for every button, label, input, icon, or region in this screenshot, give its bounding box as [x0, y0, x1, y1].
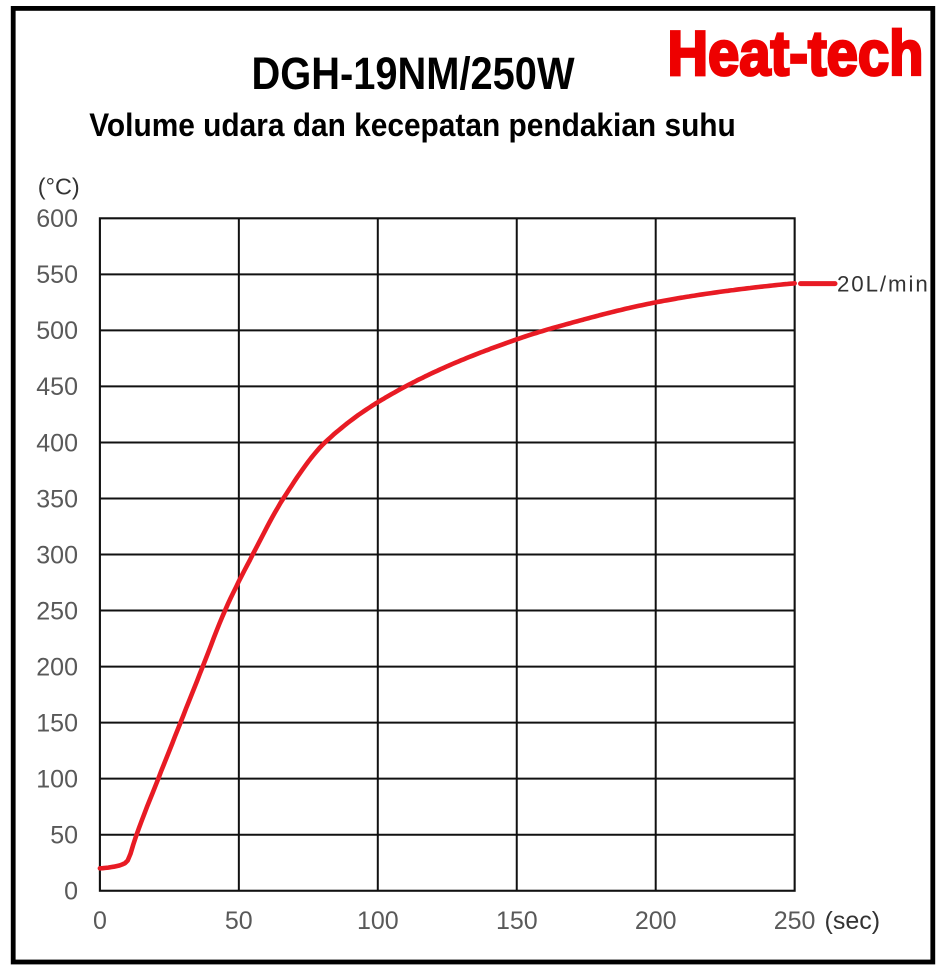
svg-text:(°C): (°C) — [38, 174, 80, 200]
svg-text:0: 0 — [64, 878, 78, 906]
svg-text:150: 150 — [496, 907, 538, 935]
svg-text:100: 100 — [357, 907, 399, 935]
svg-text:600: 600 — [36, 205, 78, 233]
svg-text:20L/min: 20L/min — [837, 272, 930, 297]
svg-text:200: 200 — [36, 653, 78, 681]
svg-text:250: 250 — [36, 597, 78, 625]
svg-text:Volume udara dan kecepatan pen: Volume udara dan kecepatan pendakian suh… — [89, 107, 736, 143]
svg-text:350: 350 — [36, 485, 78, 513]
svg-text:400: 400 — [36, 429, 78, 457]
svg-text:450: 450 — [36, 373, 78, 401]
svg-text:250: 250 — [774, 907, 816, 935]
svg-text:DGH-19NM/250W: DGH-19NM/250W — [251, 50, 575, 100]
svg-text:Heat-tech: Heat-tech — [667, 18, 923, 89]
svg-text:200: 200 — [635, 907, 677, 935]
svg-text:50: 50 — [225, 907, 253, 935]
svg-text:500: 500 — [36, 317, 78, 345]
svg-text:50: 50 — [50, 822, 78, 850]
svg-text:150: 150 — [36, 709, 78, 737]
svg-text:300: 300 — [36, 541, 78, 569]
svg-text:100: 100 — [36, 766, 78, 794]
svg-text:0: 0 — [93, 907, 107, 935]
svg-text:(sec): (sec) — [825, 907, 881, 935]
svg-text:550: 550 — [36, 261, 78, 289]
